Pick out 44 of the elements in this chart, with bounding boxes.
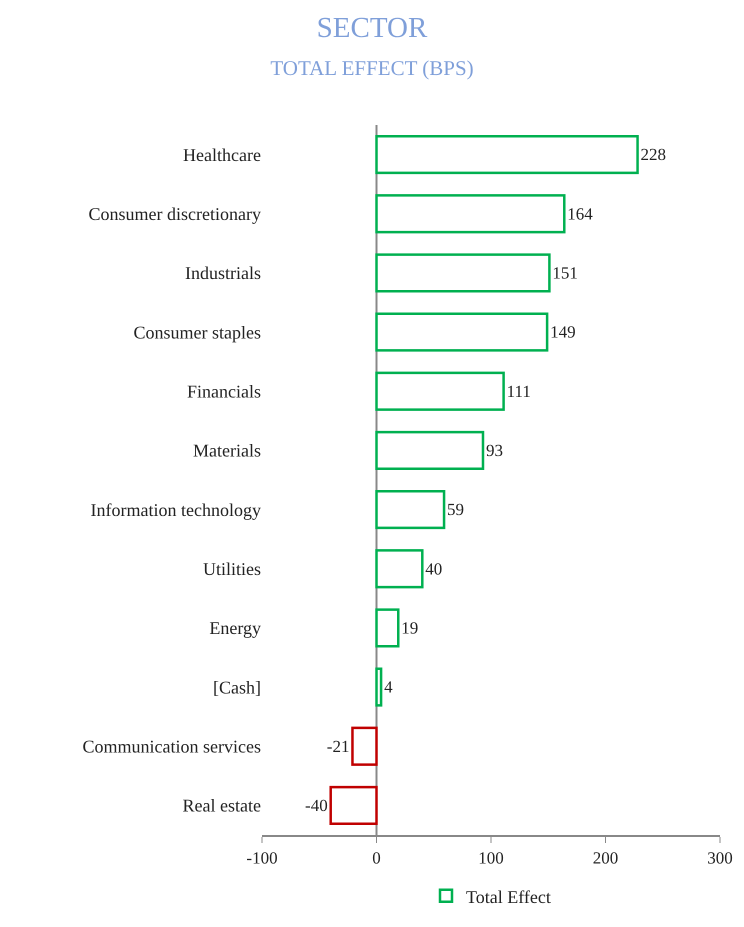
data-label: 228 [640,145,666,164]
bar [375,490,446,530]
bar [375,194,566,234]
legend-label: Total Effect [466,886,551,907]
y-tick-label: [Cash] [213,677,261,698]
bar [329,786,378,826]
y-tick-label: Financials [187,382,261,402]
data-label: 4 [384,678,394,697]
y-tick-label: Energy [209,618,261,638]
data-label: 40 [425,559,442,578]
y-tick-label: Healthcare [183,144,261,165]
bar [375,372,505,411]
bar [375,667,382,707]
data-label: 59 [447,500,464,520]
y-tick-label: Communication services [82,736,261,757]
bar [375,430,484,470]
data-label: 164 [567,204,594,224]
bar [375,253,551,293]
data-label: -21 [326,736,350,756]
bar [375,312,548,352]
bar [375,134,639,174]
y-tick-label: Materials [193,440,261,461]
x-tick-label: 100 [478,848,504,868]
chart-subtitle: TOTAL EFFECT (BPS) [270,56,474,80]
x-tick-label: -100 [246,848,278,868]
data-label: 111 [506,382,531,401]
x-tick-label: 200 [592,848,618,868]
y-tick-label: Consumer staples [134,322,261,342]
chart-title: SECTOR [316,12,428,44]
y-tick-label: Information technology [90,500,261,520]
data-label: 19 [401,618,418,638]
x-tick-label: 0 [372,848,381,868]
y-tick-label: Consumer discretionary [88,204,261,224]
bar [351,726,378,766]
data-label: -40 [305,796,328,815]
y-tick-label: Industrials [185,263,261,284]
bar [375,608,400,648]
bar [375,549,424,588]
x-tick-label: 300 [707,848,733,868]
data-label: 93 [486,440,503,460]
data-label: 149 [550,322,576,342]
y-tick-label: Real estate [182,796,261,816]
y-tick-label: Utilities [203,559,261,580]
data-label: 151 [552,263,578,282]
